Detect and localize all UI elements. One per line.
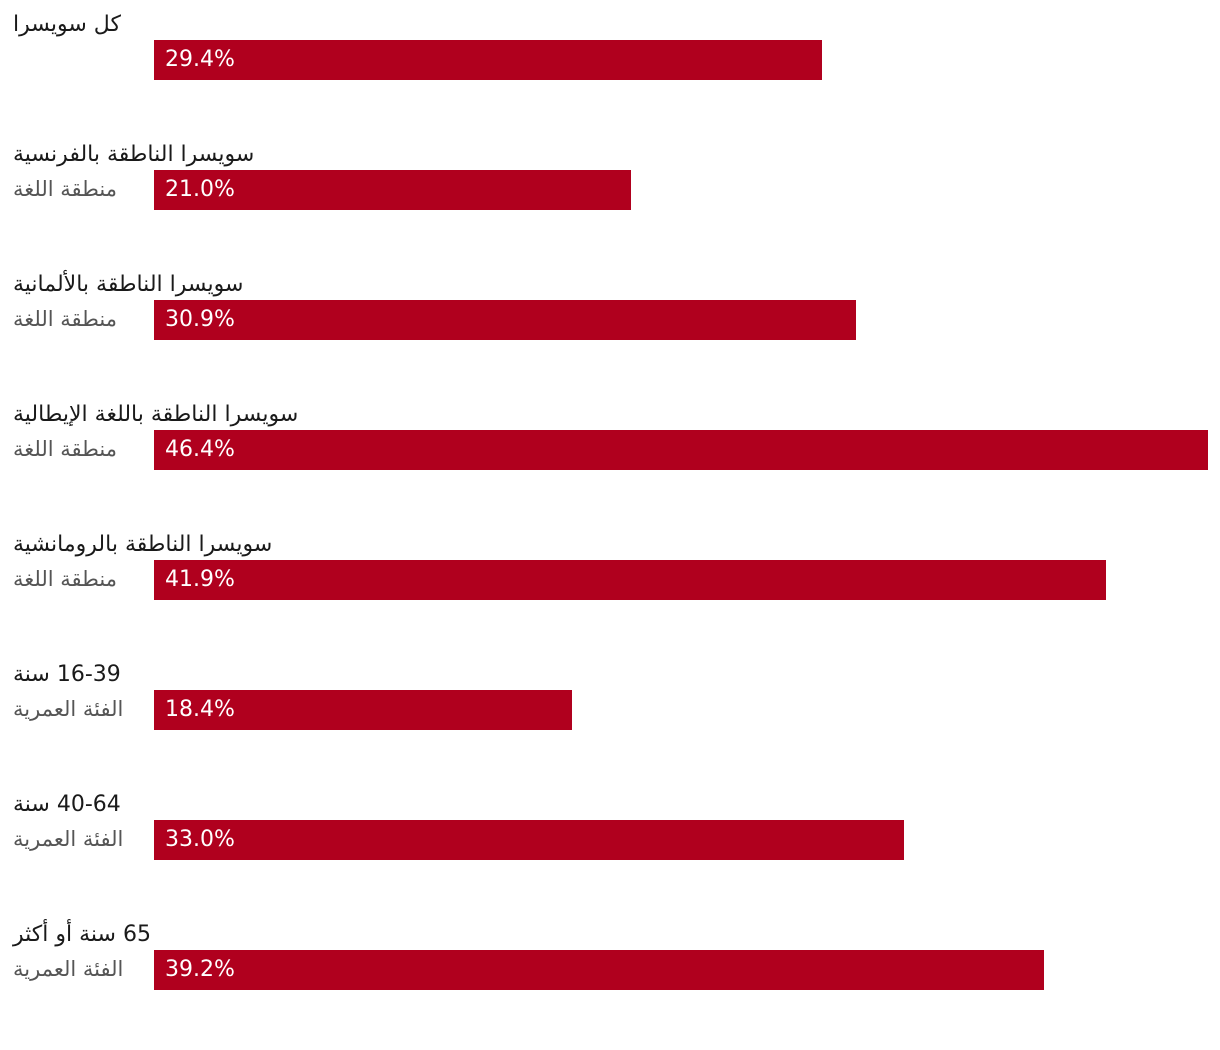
- group-label: الفئة العمرية: [13, 697, 124, 721]
- group-label: منطقة اللغة: [13, 307, 117, 331]
- bar: [154, 40, 822, 80]
- group-label: منطقة اللغة: [13, 437, 117, 461]
- bar-chart: كل سويسرا 29.4% سويسرا الناطقة بالفرنسية من…: [0, 10, 1220, 990]
- category-label: سويسرا الناطقة بالرومانشية: [13, 532, 273, 557]
- bar-value-label: 46.4%: [165, 437, 235, 462]
- bar-value-label: 21.0%: [165, 177, 235, 202]
- chart-row: كل سويسرا 29.4%: [0, 10, 1220, 140]
- group-label: الفئة العمرية: [13, 957, 124, 981]
- category-label: سويسرا الناطقة باللغة الإيطالية: [13, 402, 299, 427]
- bar-value-label: 41.9%: [165, 567, 235, 592]
- bar-value-label: 30.9%: [165, 307, 235, 332]
- category-label: سويسرا الناطقة بالفرنسية: [13, 142, 255, 167]
- bar-value-label: 18.4%: [165, 697, 235, 722]
- chart-row: سويسرا الناطقة بالرومانشية منطقة اللغة 41.…: [0, 530, 1220, 660]
- group-label: منطقة اللغة: [13, 177, 117, 201]
- chart-row: سويسرا الناطقة بالفرنسية منطقة اللغة 21.0%: [0, 140, 1220, 270]
- bar: [154, 560, 1106, 600]
- group-label: منطقة اللغة: [13, 567, 117, 591]
- chart-row: سويسرا الناطقة باللغة الإيطالية منطقة الل…: [0, 400, 1220, 530]
- bar-value-label: 33.0%: [165, 827, 235, 852]
- category-label: كل سويسرا: [13, 12, 121, 37]
- bar: [154, 430, 1208, 470]
- bar-value-label: 29.4%: [165, 47, 235, 72]
- bar-value-label: 39.2%: [165, 957, 235, 982]
- category-label: سويسرا الناطقة بالألمانية: [13, 272, 244, 297]
- category-label: 16-39 سنة: [13, 662, 121, 687]
- bar: [154, 820, 904, 860]
- bar: [154, 950, 1045, 990]
- chart-row: 65 سنة أو أكثر الفئة العمرية 39.2%: [0, 920, 1220, 1050]
- bar: [154, 690, 572, 730]
- group-label: الفئة العمرية: [13, 827, 124, 851]
- category-label: 40-64 سنة: [13, 792, 121, 817]
- chart-row: سويسرا الناطقة بالألمانية منطقة اللغة 30.9…: [0, 270, 1220, 400]
- bar: [154, 170, 632, 210]
- category-label: 65 سنة أو أكثر: [13, 922, 151, 947]
- chart-row: 40-64 سنة الفئة العمرية 33.0%: [0, 790, 1220, 920]
- bar: [154, 300, 856, 340]
- chart-row: 16-39 سنة الفئة العمرية 18.4%: [0, 660, 1220, 790]
